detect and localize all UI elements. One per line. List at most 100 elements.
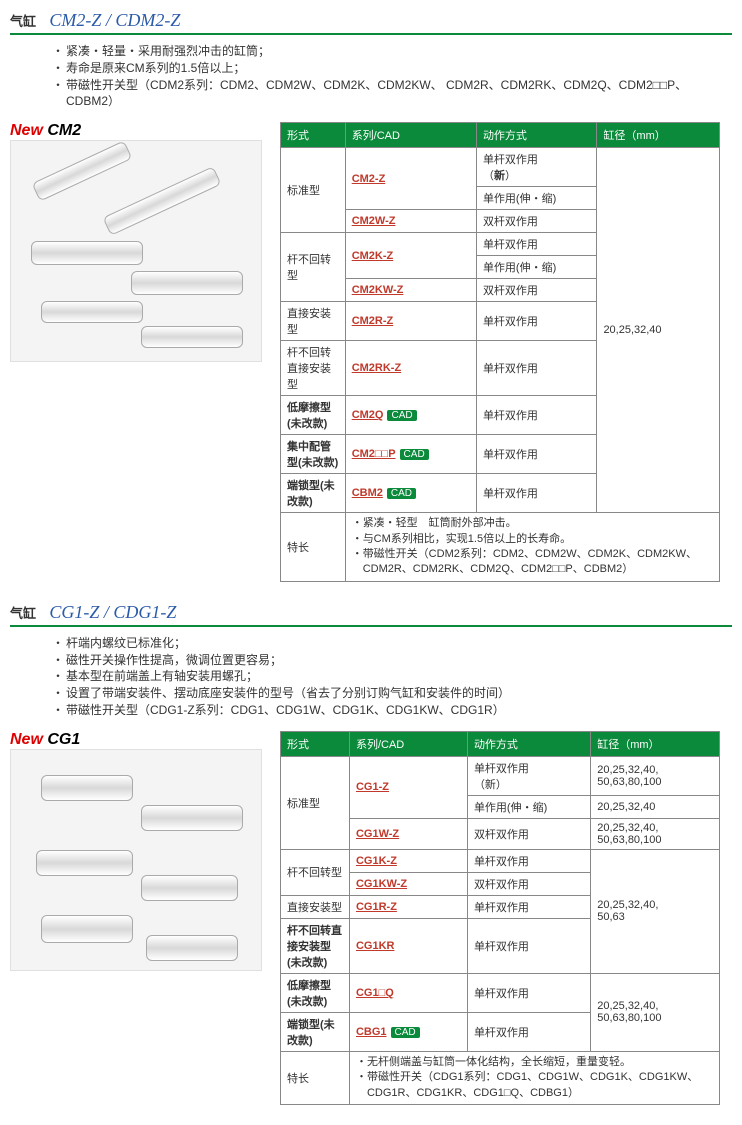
cell-action: 单杆双作用 — [467, 1012, 590, 1051]
spec-table-cg1: 形式 系列/CAD 动作方式 缸径（mm） 标准型 CG1-Z 单杆双作用（新）… — [280, 731, 720, 1105]
series-link[interactable]: CM2R-Z — [352, 315, 394, 327]
series-link[interactable]: CG1R-Z — [356, 901, 397, 913]
bullet: 基本型在前端盖上有轴安装用螺孔； — [56, 668, 732, 685]
cell-type: 杆不回转直接安装型 — [281, 341, 346, 396]
cell-action: 单杆双作用 — [476, 233, 597, 256]
cell-series: CM2RK-Z — [345, 341, 476, 396]
spec-table-cm2: 形式 系列/CAD 动作方式 缸径（mm） 标准型 CM2-Z 单杆双作用（新）… — [280, 122, 720, 582]
series-link[interactable]: CM2KW-Z — [352, 284, 404, 296]
new-badge: New CG1 — [10, 731, 270, 749]
cell-type: 端锁型(未改款) — [281, 474, 346, 513]
series-link[interactable]: CG1□Q — [356, 987, 394, 999]
cell-features: 紧凑・轻型 缸筒耐外部冲击。 与CM系列相比，实现1.5倍以上的长寿命。 带磁性… — [345, 513, 719, 582]
cell-action: 单杆双作用 — [476, 302, 597, 341]
cell-series: CG1□Q — [349, 973, 467, 1012]
cell-type: 低摩擦型(未改款) — [281, 973, 350, 1012]
bullet: 设置了带端安装件、摆动底座安装件的型号（省去了分别订购气缸和安装件的时间） — [56, 685, 732, 702]
th-action: 动作方式 — [476, 123, 597, 148]
cell-type: 直接安装型 — [281, 895, 350, 918]
bullet: 寿命是原来CM系列的1.5倍以上； — [56, 60, 732, 77]
cad-badge: CAD — [400, 449, 429, 460]
cell-action: 单杆双作用 — [467, 849, 590, 872]
cad-badge: CAD — [387, 488, 416, 499]
th-action: 动作方式 — [467, 731, 590, 756]
cell-series: CM2-Z — [345, 148, 476, 210]
cell-series: CM2R-Z — [345, 302, 476, 341]
cell-action: 单作用(伸・缩) — [467, 795, 590, 818]
cell-series: CG1W-Z — [349, 818, 467, 849]
cell-series: CM2QCAD — [345, 396, 476, 435]
cell-series: CM2K-Z — [345, 233, 476, 279]
cell-bore: 20,25,32,40 — [597, 148, 720, 513]
series-link[interactable]: CM2W-Z — [352, 215, 396, 227]
series-link[interactable]: CG1KW-Z — [356, 878, 407, 890]
th-bore: 缸径（mm） — [591, 731, 720, 756]
cell-bore: 20,25,32,40,50,63,80,100 — [591, 818, 720, 849]
th-bore: 缸径（mm） — [597, 123, 720, 148]
series-link[interactable]: CG1-Z — [356, 781, 389, 793]
series-link[interactable]: CG1W-Z — [356, 828, 399, 840]
image-column-cm2: New CM2 — [10, 122, 270, 362]
section-model: CG1-Z / CDG1-Z — [49, 602, 176, 622]
image-column-cg1: New CG1 — [10, 731, 270, 971]
cell-series: CBM2 CAD — [345, 474, 476, 513]
cad-badge: CAD — [391, 1027, 420, 1038]
cell-type: 低摩擦型(未改款) — [281, 396, 346, 435]
cell-action: 单杆双作用 — [476, 341, 597, 396]
bullet: 带磁性开关型（CDM2系列：CDM2、CDM2W、CDM2K、CDM2KW、 C… — [56, 77, 732, 111]
series-link[interactable]: CG1K-Z — [356, 855, 397, 867]
cell-action: 双杆双作用 — [467, 872, 590, 895]
cell-action: 单杆双作用 — [476, 396, 597, 435]
cell-action: 单作用(伸・缩) — [476, 187, 597, 210]
cell-action: 单杆双作用 — [467, 918, 590, 973]
cell-features: 无杆侧端盖与缸筒一体化结构，全长缩短，重量变轻。 带磁性开关（CDG1系列：CD… — [349, 1051, 719, 1104]
th-type: 形式 — [281, 123, 346, 148]
series-link[interactable]: CM2□□P — [352, 448, 396, 460]
bullet: 磁性开关操作性提高，微调位置更容易； — [56, 652, 732, 669]
section-header-cm2: 气缸 CM2-Z / CDM2-Z — [10, 10, 732, 35]
th-type: 形式 — [281, 731, 350, 756]
series-link[interactable]: CM2Q — [352, 409, 384, 421]
bullet: 带磁性开关型（CDG1-Z系列：CDG1、CDG1W、CDG1K、CDG1KW、… — [56, 702, 732, 719]
bullet: 杆端内螺纹已标准化； — [56, 635, 732, 652]
cell-series: CG1R-Z — [349, 895, 467, 918]
series-link[interactable]: CM2RK-Z — [352, 362, 402, 374]
cell-action: 双杆双作用 — [476, 210, 597, 233]
cad-badge: CAD — [387, 410, 416, 421]
section-label: 气缸 — [10, 14, 36, 29]
new-badge: New CM2 — [10, 122, 270, 140]
cell-action: 单杆双作用 — [467, 973, 590, 1012]
cell-series: CBG1 CAD — [349, 1012, 467, 1051]
bullets-cm2: 紧凑・轻量・采用耐强烈冲击的缸筒； 寿命是原来CM系列的1.5倍以上； 带磁性开… — [16, 43, 732, 110]
cell-action: 单作用(伸・缩) — [476, 256, 597, 279]
bullet: 紧凑・轻量・采用耐强烈冲击的缸筒； — [56, 43, 732, 60]
series-link[interactable]: CG1KR — [356, 940, 395, 952]
cell-type: 杆不回转型 — [281, 849, 350, 895]
cell-series: CG1K-Z — [349, 849, 467, 872]
cell-type: 端锁型(未改款) — [281, 1012, 350, 1051]
series-link[interactable]: CBG1 — [356, 1026, 387, 1038]
cell-type: 集中配管型(未改款) — [281, 435, 346, 474]
series-link[interactable]: CM2K-Z — [352, 250, 394, 262]
cell-type: 标准型 — [281, 756, 350, 849]
section-label: 气缸 — [10, 606, 36, 621]
cell-type: 标准型 — [281, 148, 346, 233]
bullets-cg1: 杆端内螺纹已标准化； 磁性开关操作性提高，微调位置更容易； 基本型在前端盖上有轴… — [16, 635, 732, 719]
cell-action: 单杆双作用 — [476, 435, 597, 474]
cell-series: CM2KW-Z — [345, 279, 476, 302]
section-model: CM2-Z / CDM2-Z — [49, 10, 180, 30]
cell-series: CM2□□P CAD — [345, 435, 476, 474]
series-link[interactable]: CM2-Z — [352, 173, 386, 185]
cell-series: CG1KR — [349, 918, 467, 973]
section-header-cg1: 气缸 CG1-Z / CDG1-Z — [10, 602, 732, 627]
product-image-cg1 — [10, 749, 262, 971]
cell-action: 双杆双作用 — [467, 818, 590, 849]
cell-type: 直接安装型 — [281, 302, 346, 341]
th-series: 系列/CAD — [349, 731, 467, 756]
cell-action: 单杆双作用 — [467, 895, 590, 918]
series-link[interactable]: CBM2 — [352, 487, 383, 499]
cell-type: 杆不回转直接安装型(未改款) — [281, 918, 350, 973]
cell-bore: 20,25,32,40 — [591, 795, 720, 818]
cell-features-label: 特长 — [281, 513, 346, 582]
product-image-cm2 — [10, 140, 262, 362]
